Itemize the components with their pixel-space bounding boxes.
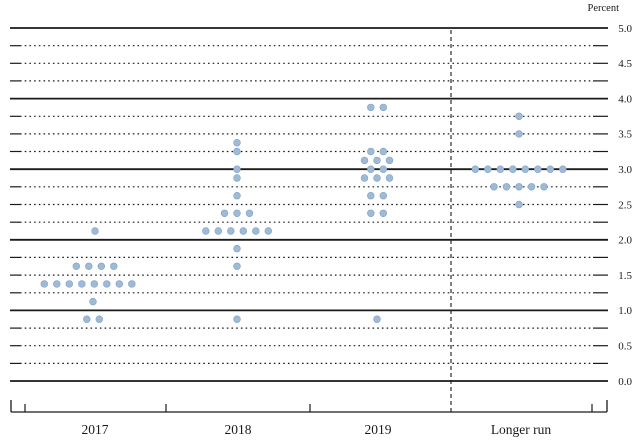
- y-axis-tick-label: 2.0: [618, 235, 632, 247]
- y-axis-tick-label: 0.5: [618, 341, 632, 353]
- y-axis-tick-label: 0.0: [618, 376, 632, 388]
- projection-dot: [521, 165, 529, 173]
- projection-dot: [202, 227, 210, 235]
- projection-dot: [379, 209, 387, 218]
- projection-dot: [484, 165, 492, 173]
- projection-dot: [89, 297, 97, 306]
- projection-dot: [239, 227, 248, 235]
- projection-dot: [540, 183, 548, 191]
- y-axis-tick-label: 5.0: [618, 23, 632, 35]
- projection-dot: [233, 174, 241, 182]
- projection-dot: [515, 112, 523, 121]
- projection-dot: [559, 165, 567, 173]
- projection-dot: [379, 103, 387, 112]
- projection-dot: [233, 147, 241, 156]
- projection-dot: [233, 209, 241, 218]
- projection-dot: [233, 165, 241, 173]
- x-axis-category-label: 2017: [82, 422, 109, 437]
- projection-dot: [233, 139, 241, 147]
- y-axis-tick-label: 1.0: [618, 305, 632, 317]
- projection-dot: [373, 156, 381, 165]
- projection-dot: [534, 165, 542, 173]
- projection-dot: [379, 165, 387, 173]
- projection-dot: [90, 280, 99, 288]
- projection-dot: [496, 165, 504, 173]
- x-axis-category-label: 2018: [225, 422, 252, 437]
- projection-dot: [360, 174, 369, 182]
- projection-dot: [367, 147, 375, 156]
- projection-dot: [110, 262, 118, 270]
- projection-dot: [360, 156, 369, 165]
- projection-dot: [379, 192, 387, 200]
- y-axis-tick-label: 4.0: [618, 93, 632, 105]
- y-axis-tick-label: 3.0: [618, 164, 632, 176]
- projection-dot: [85, 262, 93, 270]
- projection-dot: [515, 200, 523, 209]
- x-axis-category-label: 2019: [365, 422, 392, 437]
- projection-dot: [91, 227, 99, 235]
- y-axis-tick-label: 1.5: [618, 270, 632, 282]
- projection-dot: [471, 165, 479, 173]
- projection-dot: [227, 227, 235, 235]
- projection-dot: [40, 280, 48, 288]
- projection-dot: [379, 147, 387, 156]
- projection-dot: [385, 174, 394, 182]
- projection-dot: [546, 165, 554, 173]
- projection-dot: [245, 209, 254, 218]
- projection-dot: [367, 209, 375, 218]
- projection-dot: [264, 227, 272, 235]
- projection-dot: [373, 174, 381, 182]
- projection-dot: [373, 315, 381, 323]
- y-axis-tick-label: 4.5: [618, 58, 632, 70]
- projection-dot: [367, 192, 375, 200]
- projection-dot: [220, 209, 229, 218]
- projection-dot: [103, 280, 111, 288]
- projection-dot: [128, 280, 136, 288]
- projection-dot: [490, 183, 498, 191]
- projection-dot: [515, 130, 523, 138]
- projection-dot: [252, 227, 260, 235]
- projection-dot: [65, 280, 74, 288]
- projection-dot: [83, 315, 91, 323]
- x-axis-category-label: Longer run: [491, 422, 552, 437]
- y-axis-title: Percent: [588, 3, 620, 14]
- projection-dot: [53, 280, 61, 288]
- projection-dot: [233, 192, 241, 200]
- projection-dot: [367, 103, 375, 112]
- projection-dot: [72, 262, 81, 270]
- projection-dot: [97, 262, 106, 270]
- y-axis-tick-label: 3.5: [618, 129, 632, 141]
- projection-dot: [515, 183, 523, 191]
- projection-dot: [95, 315, 104, 323]
- projection-dot: [233, 315, 241, 323]
- projection-dot: [367, 165, 375, 173]
- y-axis-tick-label: 2.5: [618, 199, 632, 211]
- projection-dot: [233, 244, 241, 253]
- projection-dot: [214, 227, 223, 235]
- projection-dot: [527, 183, 536, 191]
- projection-dot: [78, 280, 86, 288]
- projection-dot: [115, 280, 124, 288]
- projection-dot: [502, 183, 511, 191]
- projection-dot: [509, 165, 517, 173]
- projection-dot: [233, 262, 241, 270]
- projection-dot: [385, 156, 394, 165]
